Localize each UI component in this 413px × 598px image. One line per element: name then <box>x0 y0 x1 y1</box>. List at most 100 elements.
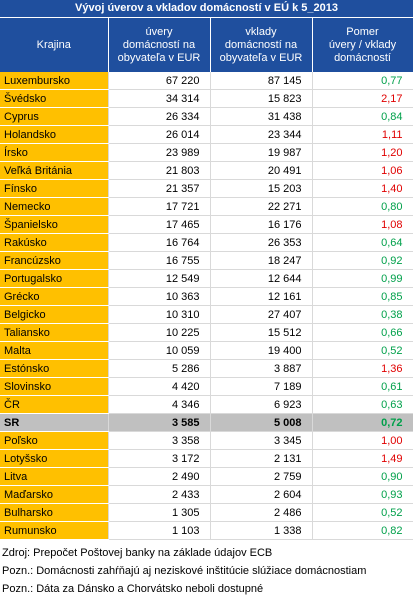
country-cell: Holandsko <box>0 125 109 144</box>
country-cell: Maďarsko <box>0 485 109 504</box>
value-cell: 26 334 <box>108 107 211 126</box>
country-cell: Litva <box>0 467 109 486</box>
table-row: Slovinsko 4 420 7 189 0,61 <box>0 377 413 396</box>
country-cell: Luxembursko <box>0 72 109 90</box>
table-row: Taliansko 10 225 15 512 0,66 <box>0 323 413 342</box>
value-cell: 2 759 <box>210 467 313 486</box>
country-cell: Rumunsko <box>0 521 109 540</box>
value-cell: 19 987 <box>210 143 313 162</box>
country-cell: Rakúsko <box>0 233 109 252</box>
table-row: Bulharsko 1 305 2 486 0,52 <box>0 503 413 522</box>
table-row: Portugalsko 12 549 12 644 0,99 <box>0 269 413 288</box>
column-header: úvery domácností na obyvateľa v EUR <box>108 18 211 72</box>
table-row: Rakúsko 16 764 26 353 0,64 <box>0 233 413 252</box>
value-cell: 0,38 <box>312 305 413 324</box>
country-cell: Nemecko <box>0 197 109 216</box>
country-cell: Portugalsko <box>0 269 109 288</box>
value-cell: 7 189 <box>210 377 313 396</box>
value-cell: 10 059 <box>108 341 211 360</box>
value-cell: 0,61 <box>312 377 413 396</box>
table-row: Holandsko 26 014 23 344 1,11 <box>0 125 413 144</box>
value-cell: 34 314 <box>108 89 211 108</box>
value-cell: 0,92 <box>312 251 413 270</box>
table-row: Luxembursko 67 220 87 145 0,77 <box>0 72 413 90</box>
value-cell: 12 549 <box>108 269 211 288</box>
note: Pozn.: Domácnosti zahŕňajú aj neziskové … <box>2 565 367 577</box>
value-cell: 10 310 <box>108 305 211 324</box>
value-cell: 5 286 <box>108 359 211 378</box>
header-row: Krajina úvery domácností na obyvateľa v E… <box>0 18 413 72</box>
country-cell: Cyprus <box>0 107 109 126</box>
value-cell: 2,17 <box>312 89 413 108</box>
value-cell: 0,99 <box>312 269 413 288</box>
value-cell: 1,20 <box>312 143 413 162</box>
table-row: Španielsko 17 465 16 176 1,08 <box>0 215 413 234</box>
table-row: Maďarsko 2 433 2 604 0,93 <box>0 485 413 504</box>
country-cell: Bulharsko <box>0 503 109 522</box>
value-cell: 0,90 <box>312 467 413 486</box>
value-cell: 1 338 <box>210 521 313 540</box>
table-row: Estónsko 5 286 3 887 1,36 <box>0 359 413 378</box>
value-cell: 16 755 <box>108 251 211 270</box>
table-row: SR 3 585 5 008 0,72 <box>0 413 413 432</box>
value-cell: 15 203 <box>210 179 313 198</box>
table-title: Vývoj úverov a vkladov domácností v EÚ k… <box>0 0 413 18</box>
country-cell: Slovinsko <box>0 377 109 396</box>
country-cell: Španielsko <box>0 215 109 234</box>
table-row: Grécko 10 363 12 161 0,85 <box>0 287 413 306</box>
value-cell: 21 357 <box>108 179 211 198</box>
country-cell: Írsko <box>0 143 109 162</box>
table-row: Cyprus 26 334 31 438 0,84 <box>0 107 413 126</box>
value-cell: 1,08 <box>312 215 413 234</box>
country-cell: ČR <box>0 395 109 414</box>
value-cell: 4 346 <box>108 395 211 414</box>
value-cell: 1,40 <box>312 179 413 198</box>
value-cell: 0,72 <box>312 413 413 432</box>
value-cell: 0,64 <box>312 233 413 252</box>
value-cell: 10 225 <box>108 323 211 342</box>
notes: Zdroj: Prepočet Poštovej banky na základ… <box>0 544 413 598</box>
value-cell: 2 486 <box>210 503 313 522</box>
value-cell: 16 764 <box>108 233 211 252</box>
value-cell: 23 989 <box>108 143 211 162</box>
data-table: Krajina úvery domácností na obyvateľa v E… <box>0 18 413 540</box>
value-cell: 12 644 <box>210 269 313 288</box>
country-cell: Veľká Británia <box>0 161 109 180</box>
table-row: ČR 4 346 6 923 0,63 <box>0 395 413 414</box>
value-cell: 0,66 <box>312 323 413 342</box>
country-cell: Lotyšsko <box>0 449 109 468</box>
value-cell: 26 353 <box>210 233 313 252</box>
table-row: Malta 10 059 19 400 0,52 <box>0 341 413 360</box>
value-cell: 1 103 <box>108 521 211 540</box>
value-cell: 3 345 <box>210 431 313 450</box>
column-header: vklady domácností na obyvateľa v EUR <box>210 18 313 72</box>
table-row: Poľsko 3 358 3 345 1,00 <box>0 431 413 450</box>
value-cell: 15 512 <box>210 323 313 342</box>
value-cell: 17 721 <box>108 197 211 216</box>
value-cell: 2 433 <box>108 485 211 504</box>
table-row: Francúzsko 16 755 18 247 0,92 <box>0 251 413 270</box>
note: Pozn.: Dáta za Dánsko a Chorvátsko nebol… <box>2 583 264 595</box>
table-row: Nemecko 17 721 22 271 0,80 <box>0 197 413 216</box>
value-cell: 12 161 <box>210 287 313 306</box>
country-cell: Fínsko <box>0 179 109 198</box>
country-cell: Belgicko <box>0 305 109 324</box>
table-row: Veľká Británia 21 803 20 491 1,06 <box>0 161 413 180</box>
country-cell: Taliansko <box>0 323 109 342</box>
value-cell: 0,63 <box>312 395 413 414</box>
country-cell: Grécko <box>0 287 109 306</box>
country-cell: Poľsko <box>0 431 109 450</box>
value-cell: 2 604 <box>210 485 313 504</box>
table-row: Írsko 23 989 19 987 1,20 <box>0 143 413 162</box>
value-cell: 17 465 <box>108 215 211 234</box>
value-cell: 0,84 <box>312 107 413 126</box>
value-cell: 0,80 <box>312 197 413 216</box>
value-cell: 0,77 <box>312 72 413 90</box>
value-cell: 6 923 <box>210 395 313 414</box>
value-cell: 2 131 <box>210 449 313 468</box>
column-header: Pomer úvery / vklady domácností <box>312 18 413 72</box>
value-cell: 0,52 <box>312 503 413 522</box>
value-cell: 21 803 <box>108 161 211 180</box>
value-cell: 10 363 <box>108 287 211 306</box>
